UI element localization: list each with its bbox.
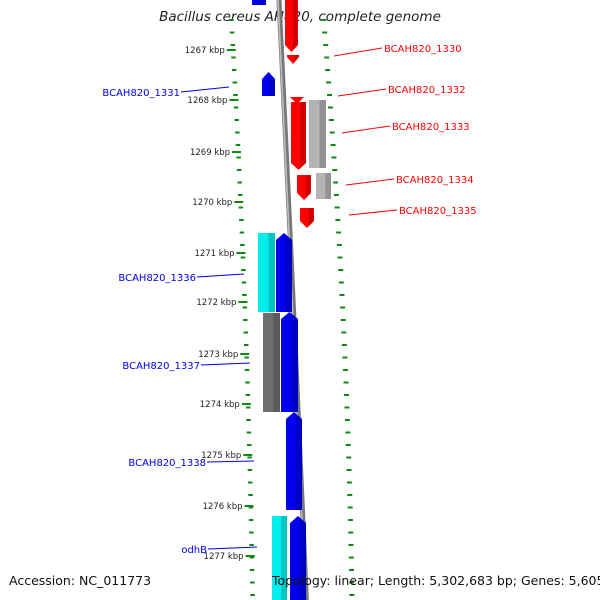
gene-bcah820-1335-feature-shade <box>307 208 314 228</box>
gene-bcah820-1337-feature <box>281 312 298 412</box>
gene-bcah820-1333-feature-body <box>291 102 306 170</box>
gene-label-left: BCAH820_1337 <box>122 361 200 372</box>
gene-label-right: BCAH820_1333 <box>392 122 470 133</box>
gene-odhb-feature-body <box>290 516 306 600</box>
accession-text: Accession: NC_011773 <box>9 573 152 588</box>
gene-bcah820-1336-cyan-feature-body <box>258 233 275 312</box>
gene-bcah820-1336-feature <box>276 233 292 312</box>
gene-bcah820-1337-gray-feature-body <box>263 313 280 412</box>
gene-top-blue-feature-shade <box>260 0 266 5</box>
gene-bcah820-1333-feature <box>291 102 306 170</box>
leader-line-left <box>180 86 230 93</box>
leader-line-right <box>345 178 395 186</box>
gene-bcah820-1338-feature-body <box>286 412 302 510</box>
gene-bcah820-1331-feature <box>262 72 275 96</box>
gene-bcah820-1330b-feature <box>287 55 299 64</box>
gene-bcah820-1335-feature <box>300 208 314 228</box>
gene-bcah820-1331-feature-shade <box>270 74 275 96</box>
gene-bcah820-1334-gray-feature <box>316 173 331 199</box>
gene-bcah820-1331-feature-body <box>262 72 275 96</box>
leader-line-left <box>206 460 255 463</box>
kbp-label: 1272 kbp <box>196 298 236 308</box>
gene-bcah820-1330-feature-body <box>285 0 298 52</box>
kbp-label: 1270 kbp <box>192 198 232 208</box>
gene-bcah820-1333-feature-shade <box>298 102 306 170</box>
leader-line-left <box>207 546 258 550</box>
gene-odhb-feature-shade <box>299 518 306 600</box>
gene-bcah820-1337-feature-shade <box>291 314 298 412</box>
gene-bcah820-1338-feature <box>286 412 302 510</box>
kbp-label: 1269 kbp <box>190 148 230 158</box>
gene-odhb-cyan-feature-body <box>272 516 287 600</box>
kbp-label: 1271 kbp <box>194 249 234 259</box>
gene-bcah820-1330-feature-shade <box>291 0 298 52</box>
gene-bcah820-1336-cyan-feature <box>258 233 275 312</box>
gene-label-left: BCAH820_1338 <box>128 458 206 469</box>
gene-bcah820-1338-feature-shade <box>295 414 302 510</box>
gene-bcah820-1336-cyan-feature-shade <box>268 233 275 312</box>
leader-line-left <box>200 362 251 366</box>
gene-label-right: BCAH820_1330 <box>384 44 462 55</box>
gene-label-left: odhB <box>181 545 207 556</box>
gene-odhb-cyan-feature <box>272 516 287 600</box>
kbp-label: 1276 kbp <box>202 502 242 512</box>
leader-line-right <box>348 209 398 216</box>
gene-bcah820-1336-feature-shade <box>285 235 292 312</box>
kbp-label: 1267 kbp <box>185 46 225 56</box>
gene-label-right: BCAH820_1335 <box>399 206 477 217</box>
gene-bcah820-1334-gray-feature-body <box>316 173 331 199</box>
gene-label-left: BCAH820_1331 <box>102 88 180 99</box>
ticks-layer <box>226 19 355 596</box>
gene-bcah820-1333-gray-feature-body <box>309 100 326 168</box>
kbp-label: 1273 kbp <box>198 350 238 360</box>
gene-bcah820-1334-feature-shade <box>304 175 311 200</box>
gene-bcah820-1334-feature <box>297 175 311 200</box>
gene-label-left: BCAH820_1336 <box>118 273 196 284</box>
gene-bcah820-1330b-feature-shade <box>293 55 299 64</box>
gene-bcah820-1333-gray-feature <box>309 100 326 168</box>
gene-bcah820-1337-feature-body <box>281 312 298 412</box>
gene-bcah820-1330-feature <box>285 0 298 52</box>
gene-label-right: BCAH820_1334 <box>396 175 474 186</box>
leader-line-right <box>337 88 387 97</box>
topology-text: Topology: linear; Length: 5,302,683 bp; … <box>272 573 600 588</box>
leader-line-right <box>333 47 383 57</box>
kbp-label: 1268 kbp <box>187 96 227 106</box>
gene-bcah820-1335-feature-body <box>300 208 314 228</box>
gene-bcah820-1334-feature-body <box>297 175 311 200</box>
kbp-label: 1275 kbp <box>201 451 241 461</box>
gene-odhb-cyan-feature-shade <box>281 516 287 600</box>
gene-bcah820-1336-feature-body <box>276 233 292 312</box>
gene-bcah820-1334-gray-feature-shade <box>325 173 331 199</box>
gene-bcah820-1337-gray-feature <box>263 313 280 412</box>
kbp-label: 1274 kbp <box>200 400 240 410</box>
features-layer <box>252 0 331 600</box>
gene-bcah820-1337-gray-feature-shade <box>273 313 280 412</box>
kbp-label: 1277 kbp <box>204 552 244 562</box>
leader-line-right <box>341 125 391 134</box>
gene-odhb-feature <box>290 516 306 600</box>
gene-top-blue-feature-body <box>252 0 266 5</box>
labels-layer: 1267 kbp 1268 kbp 1269 kbp 1270 kbp 1271 kbp… <box>102 44 476 562</box>
gene-top-blue-feature <box>252 0 266 5</box>
leader-line-left <box>196 273 245 278</box>
gene-bcah820-1332-feature <box>290 97 304 104</box>
gene-bcah820-1330b-feature-body <box>287 55 299 64</box>
gene-bcah820-1333-gray-feature-shade <box>319 100 326 168</box>
gene-label-right: BCAH820_1332 <box>388 85 466 96</box>
